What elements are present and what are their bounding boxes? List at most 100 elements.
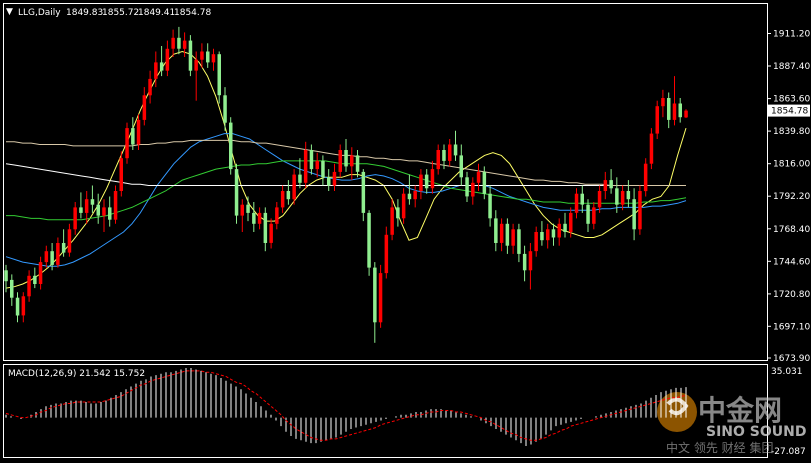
- candle: [234, 163, 239, 224]
- candle: [315, 152, 319, 178]
- candle: [321, 155, 325, 186]
- candle: [384, 226, 389, 279]
- moving-average-1: [5, 50, 687, 289]
- candle-body: [586, 204, 590, 224]
- candle-body: [44, 251, 49, 263]
- candle: [27, 270, 31, 302]
- candle: [505, 218, 510, 254]
- candle: [632, 188, 636, 241]
- candle-body: [234, 169, 239, 216]
- candle: [603, 171, 608, 200]
- candle-body: [113, 191, 118, 220]
- candle-body: [453, 144, 458, 156]
- candle: [67, 223, 72, 257]
- candle: [667, 92, 671, 129]
- candle-body: [413, 191, 417, 200]
- candle-body: [540, 232, 544, 241]
- candle-body: [592, 207, 596, 224]
- candle: [355, 150, 360, 178]
- candle: [188, 35, 193, 77]
- candle-body: [373, 267, 377, 323]
- candle: [436, 144, 440, 175]
- candle-body: [442, 150, 446, 161]
- candle: [90, 185, 95, 213]
- candle-body: [21, 296, 26, 316]
- candle-body: [678, 103, 682, 118]
- candle-body: [240, 204, 244, 216]
- ohlc-header: 1849.83 1855.72 1849.41 1854.78: [66, 8, 211, 18]
- candle-body: [367, 212, 371, 268]
- candle-body: [551, 229, 556, 238]
- candle-body: [90, 199, 95, 205]
- candle-body: [263, 212, 268, 243]
- candle-body: [200, 51, 204, 60]
- candle-body: [194, 59, 198, 71]
- candle: [546, 223, 550, 249]
- candle: [672, 76, 677, 126]
- candle-body: [499, 223, 504, 243]
- candle: [142, 87, 147, 126]
- candles: [4, 26, 688, 343]
- candle: [551, 223, 556, 246]
- candle: [586, 199, 590, 232]
- y-tick-label: 1697.10: [773, 322, 810, 332]
- candle-body: [15, 297, 20, 316]
- candle-body: [661, 98, 665, 107]
- candle-body: [79, 207, 83, 213]
- candle-body: [246, 204, 250, 213]
- candle-body: [615, 188, 619, 205]
- y-tick-label: 1863.60: [773, 95, 810, 105]
- candle-body: [511, 229, 515, 246]
- candle: [661, 89, 665, 118]
- y-tick-label: 1887.40: [773, 62, 810, 72]
- last-price-label: 1854.78: [771, 107, 808, 117]
- watermark-brand-en: SINO SOUND: [706, 424, 806, 440]
- candle: [108, 196, 112, 227]
- candle-body: [609, 180, 613, 189]
- candle: [194, 51, 198, 101]
- candle-body: [684, 110, 688, 118]
- candle: [540, 221, 544, 246]
- candle: [563, 212, 567, 238]
- candle: [125, 122, 129, 164]
- candle-body: [563, 223, 567, 232]
- candle-body: [27, 275, 31, 297]
- candle-body: [436, 150, 440, 170]
- candle: [350, 147, 354, 181]
- candle-body: [580, 193, 584, 205]
- candle: [21, 292, 26, 323]
- candle-body: [517, 229, 521, 254]
- moving-average-4: [5, 163, 686, 186]
- candle-body: [546, 229, 550, 241]
- candle-body: [206, 51, 210, 63]
- candle-body: [292, 174, 296, 200]
- candle: [574, 188, 579, 219]
- candle-body: [165, 48, 170, 71]
- ohlc-open: 1849.83: [66, 8, 103, 18]
- candle-body: [108, 207, 112, 220]
- moving-average-2: [5, 133, 687, 267]
- candle-body: [419, 174, 423, 191]
- candle-body: [303, 150, 308, 183]
- collapse-arrow-icon[interactable]: ▼: [6, 7, 13, 17]
- candle-body: [154, 62, 158, 79]
- candle-body: [430, 169, 435, 189]
- candle-body: [338, 150, 342, 172]
- candle: [419, 169, 423, 200]
- candle: [50, 243, 54, 271]
- candle-body: [182, 40, 187, 49]
- candle: [390, 199, 394, 241]
- candle: [119, 151, 123, 197]
- candle: [159, 46, 164, 77]
- candle: [453, 130, 458, 161]
- candle: [200, 43, 204, 68]
- candle-body: [211, 54, 216, 63]
- candle-body: [148, 78, 152, 96]
- candle: [448, 139, 452, 167]
- candle: [378, 264, 383, 328]
- candle-body: [280, 191, 285, 208]
- macd-signal-line: [5, 370, 687, 441]
- candle-body: [459, 155, 463, 178]
- candle: [511, 223, 515, 254]
